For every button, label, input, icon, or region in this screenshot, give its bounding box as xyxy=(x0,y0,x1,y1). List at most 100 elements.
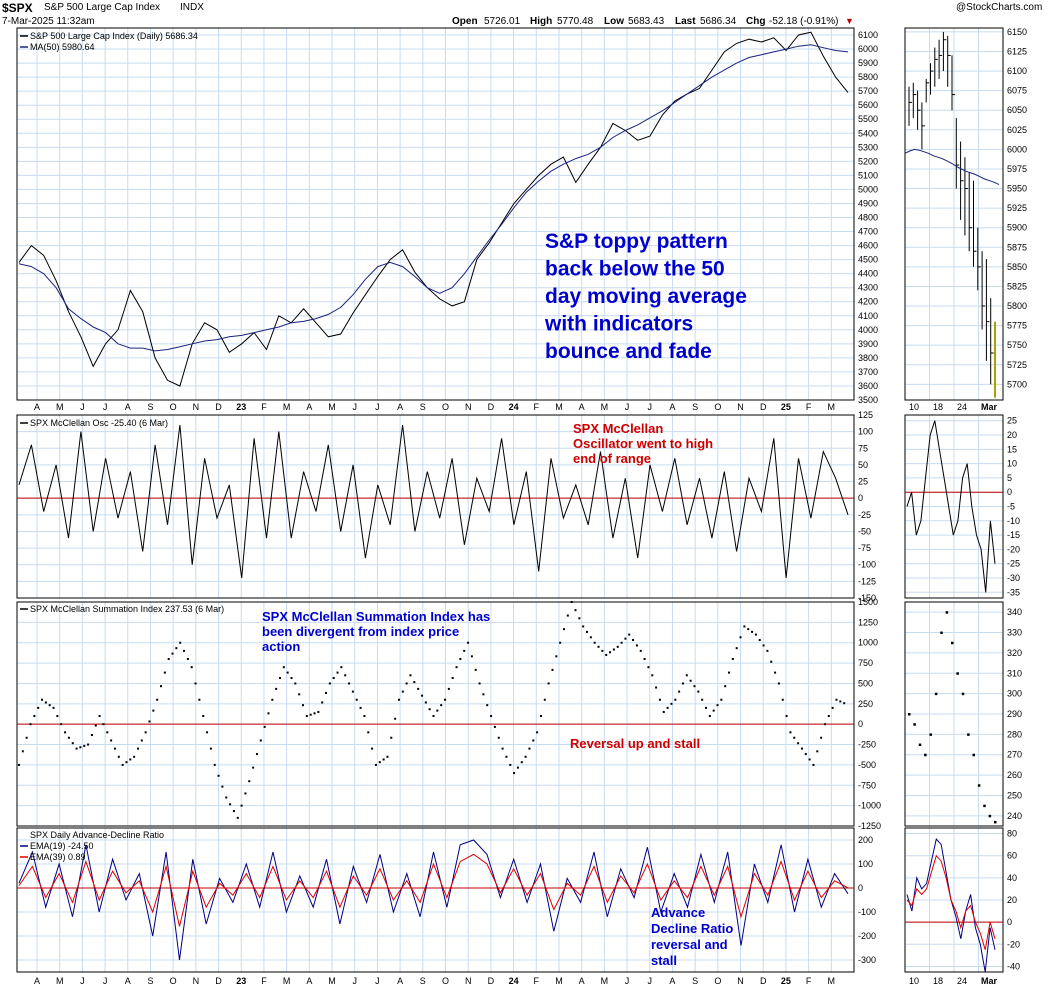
zoom-ma50-line xyxy=(904,148,1000,186)
summation-point xyxy=(417,687,420,690)
summation-point xyxy=(206,731,209,734)
summation-point xyxy=(21,750,24,753)
y-tick-label: 300 xyxy=(1007,689,1022,699)
legend-oscillator: SPX McClellan Osc -25.40 (6 Mar) xyxy=(20,418,168,428)
quote-low-label: Low xyxy=(604,16,624,27)
y-tick-label: 80 xyxy=(1007,829,1017,839)
summation-point xyxy=(693,685,696,688)
x-tick-label: A xyxy=(306,402,312,412)
summation-point xyxy=(605,653,608,656)
summation-point xyxy=(87,743,90,746)
x-tick-label: N xyxy=(465,976,472,986)
zoom-ema39-line xyxy=(906,854,996,950)
x-tick-label: D xyxy=(215,976,222,986)
x-tick-label: N xyxy=(193,976,200,986)
y-tick-label: -15 xyxy=(1007,530,1020,540)
panel-frame xyxy=(904,601,1004,827)
y-tick-label: 5800 xyxy=(1007,301,1027,311)
summation-point xyxy=(355,698,358,701)
y-tick-label: 1000 xyxy=(858,638,878,648)
y-tick-label: 5100 xyxy=(858,170,878,180)
y-tick-label: -750 xyxy=(858,780,876,790)
zoom-panel: 5700 5725 5750 5775 5800 5825 5850 5875 5900 5925… xyxy=(904,27,1027,401)
summation-point xyxy=(244,792,247,795)
summation-point xyxy=(67,736,70,739)
summation-point xyxy=(378,761,381,764)
summation-point xyxy=(152,709,155,712)
summation-point xyxy=(382,758,385,761)
legend-summation: SPX McClellan Summation Index 237.53 (6 … xyxy=(20,604,224,614)
zoom-x-tick-label: 10 xyxy=(909,976,919,986)
y-tick-label: 60 xyxy=(1007,851,1017,861)
y-tick-label: 500 xyxy=(858,678,873,688)
y-tick-label: 4400 xyxy=(858,269,878,279)
summation-point xyxy=(739,636,742,639)
summation-point xyxy=(302,704,305,707)
x-tick-label: N xyxy=(737,402,744,412)
summation-point xyxy=(113,747,116,750)
zoom-summation-point xyxy=(934,692,938,696)
zoom-summation-point xyxy=(972,753,975,757)
summation-point xyxy=(597,645,600,648)
x-tick-label: J xyxy=(625,402,630,412)
summation-point xyxy=(271,698,274,701)
annotation-ad: reversal and xyxy=(651,937,728,952)
summation-point xyxy=(467,641,470,644)
summation-point xyxy=(831,706,834,709)
ema39-series-line xyxy=(18,853,849,927)
summation-point xyxy=(781,698,784,701)
summation-point xyxy=(213,763,216,766)
y-tick-label: 290 xyxy=(1007,709,1022,719)
y-tick-label: 270 xyxy=(1007,750,1022,760)
summation-point xyxy=(252,766,255,769)
summation-point xyxy=(359,706,362,709)
y-tick-label: 5950 xyxy=(1007,184,1027,194)
panel-frame xyxy=(904,827,1004,973)
summation-point xyxy=(278,677,281,680)
summation-point xyxy=(351,690,354,693)
x-tick-label: M xyxy=(555,402,563,412)
summation-point xyxy=(678,690,681,693)
zoom-panel: 80 60 40 20 0 -20 -40 xyxy=(904,827,1020,973)
y-tick-label: 6100 xyxy=(1007,66,1027,76)
summation-point xyxy=(44,701,47,704)
summation-point xyxy=(428,708,431,711)
y-tick-label: 40 xyxy=(1007,873,1017,883)
summation-point xyxy=(662,710,665,713)
y-tick-label: -150 xyxy=(858,593,876,603)
summation-point xyxy=(532,739,535,742)
summation-point xyxy=(240,804,243,807)
y-tick-label: 4700 xyxy=(858,227,878,237)
y-tick-label: 6125 xyxy=(1007,46,1027,56)
summation-point xyxy=(505,755,508,758)
summation-point xyxy=(716,704,719,707)
summation-point xyxy=(18,763,20,766)
annotation-oscillator: end of range xyxy=(573,451,651,466)
summation-point xyxy=(455,666,458,669)
summation-point xyxy=(409,674,412,677)
down-arrow-icon: ▼ xyxy=(845,16,854,26)
y-tick-label: -1000 xyxy=(858,801,881,811)
summation-point xyxy=(701,698,704,701)
summation-point xyxy=(539,715,542,718)
y-tick-label: 6150 xyxy=(1007,27,1027,37)
y-tick-label: -300 xyxy=(858,955,876,965)
summation-point xyxy=(328,682,331,685)
y-tick-label: 1500 xyxy=(858,597,878,607)
summation-point xyxy=(578,617,581,620)
y-tick-label: -1250 xyxy=(858,821,881,831)
annotation-oscillator: Oscillator went to high xyxy=(573,436,713,451)
summation-point xyxy=(129,758,132,761)
panel-frame xyxy=(16,27,855,401)
summation-point xyxy=(440,704,443,707)
legend-label: EMA(39) 0.89 xyxy=(30,852,86,862)
quote-open: 5726.01 xyxy=(484,16,521,27)
y-tick-label: -100 xyxy=(858,907,876,917)
y-tick-label: 4500 xyxy=(858,255,878,265)
legend-ad-title: SPX Daily Advance-Decline Ratio xyxy=(30,830,164,840)
x-tick-label: A xyxy=(579,976,585,986)
x-tick-label: S xyxy=(147,976,153,986)
legend-ma50: MA(50) 5980.64 xyxy=(20,42,95,52)
x-tick-label: J xyxy=(648,976,653,986)
x-tick-label: O xyxy=(714,402,721,412)
